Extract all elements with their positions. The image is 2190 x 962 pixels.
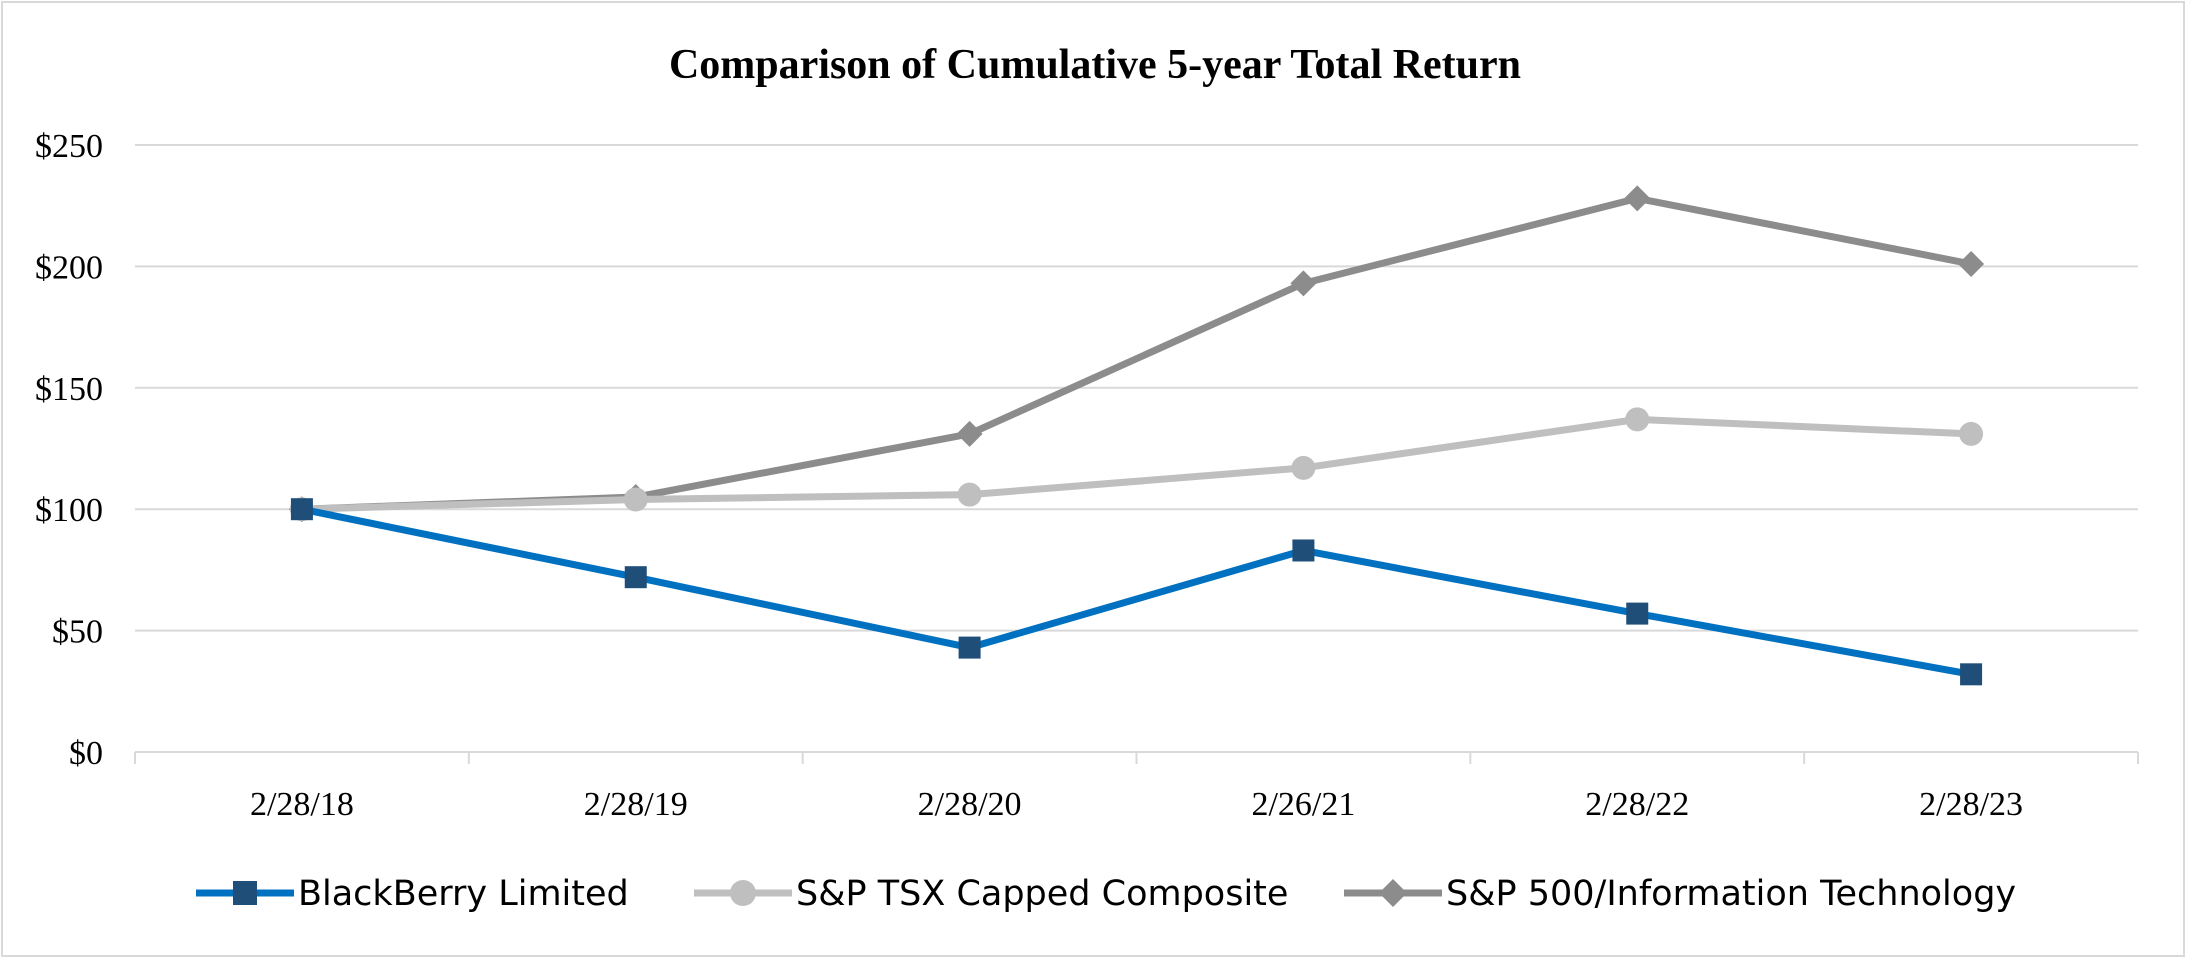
data-point-circle [730, 880, 756, 906]
y-tick-label: $0 [69, 735, 103, 772]
y-tick-label: $200 [35, 249, 103, 286]
data-point-circle [1291, 455, 1316, 480]
legend: BlackBerry Limited S&P TSX Capped Composi… [196, 874, 2016, 914]
data-point-circle [1959, 421, 1984, 446]
legend-label: BlackBerry Limited [298, 874, 629, 914]
data-point-circle [957, 482, 982, 507]
data-point-diamond [1624, 185, 1651, 212]
x-axis-tick-labels: 2/28/18 2/28/19 2/28/20 2/26/21 2/28/22 2/28/… [250, 786, 2023, 823]
data-point-diamond [1379, 879, 1407, 907]
legend-item: BlackBerry Limited [196, 874, 629, 914]
series-s-p-tsx-capped-composite [289, 407, 1984, 522]
data-point-square [1960, 663, 1983, 686]
x-tick-label: 2/28/23 [1919, 786, 2023, 823]
series-s-p-500-information-technology [288, 185, 1985, 523]
x-tick-label: 2/28/22 [1585, 786, 1689, 823]
legend-label: S&P TSX Capped Composite [796, 874, 1288, 914]
data-point-diamond [956, 420, 983, 447]
x-tick-label: 2/28/19 [584, 786, 688, 823]
y-tick-label: $150 [35, 371, 103, 408]
x-axis [134, 751, 2139, 764]
data-point-square [1292, 539, 1315, 562]
legend-item: S&P TSX Capped Composite [694, 874, 1288, 914]
x-tick-label: 2/26/21 [1251, 786, 1355, 823]
chart-title: Comparison of Cumulative 5-year Total Re… [669, 42, 1521, 88]
series-blackberry-limited [290, 498, 1983, 686]
series-group [288, 185, 1985, 686]
y-tick-label: $50 [52, 614, 103, 651]
data-point-square [1626, 602, 1649, 625]
y-tick-label: $250 [35, 128, 103, 165]
data-point-square [233, 881, 257, 905]
legend-item: S&P 500/Information Technology [1344, 874, 2016, 914]
x-tick-label: 2/28/18 [250, 786, 354, 823]
y-axis-tick-labels: $0 $50 $100 $150 $200 $250 [35, 128, 103, 772]
series-line [301, 415, 1972, 513]
data-point-square [290, 498, 313, 521]
data-point-square [958, 636, 981, 659]
data-point-circle [623, 487, 648, 512]
legend-label: S&P 500/Information Technology [1446, 874, 2016, 914]
data-point-square [624, 566, 647, 589]
series-line [301, 194, 1972, 513]
y-tick-label: $100 [35, 492, 103, 529]
gridlines [135, 144, 2138, 632]
data-point-circle [1625, 407, 1650, 432]
series-line [301, 505, 1972, 678]
data-point-diamond [1290, 270, 1317, 297]
data-point-diamond [1958, 250, 1985, 277]
x-tick-label: 2/28/20 [918, 786, 1022, 823]
